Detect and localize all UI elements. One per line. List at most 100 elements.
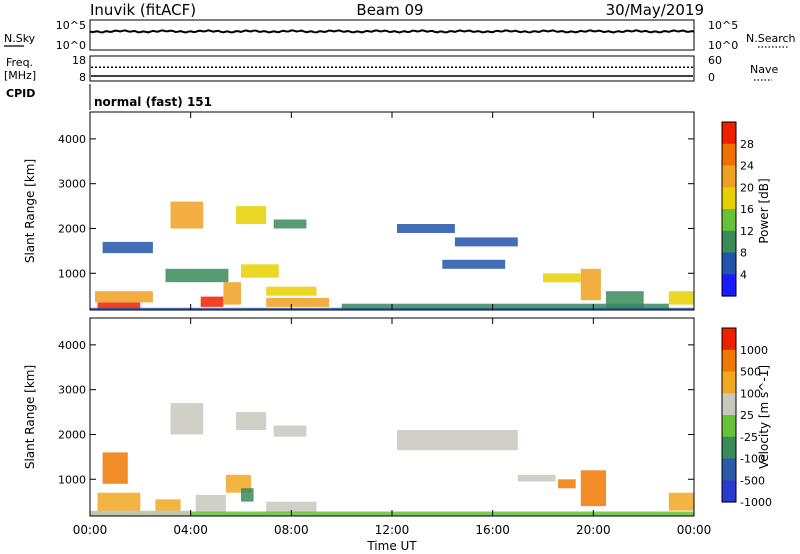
power-ytick-label: 1000: [58, 267, 86, 280]
velocity-colorbar-tick: 1000: [740, 344, 768, 357]
velocity-patch: [97, 492, 141, 516]
power-colorbar-frame: [721, 121, 737, 297]
velocity-patch: [397, 430, 518, 451]
power-patch: [543, 273, 581, 283]
power-ytick-label: 4000: [58, 133, 86, 146]
station-title: Inuvik (fitACF): [90, 1, 196, 19]
frequency-panel-frame: [89, 55, 695, 82]
power-patch: [580, 268, 601, 301]
x-axis-ticks: 00:00 04:00 08:00 12:00 16:00 20:00 00:00: [73, 112, 712, 537]
power-colorbar-tick: 12: [740, 225, 754, 238]
power-colorbar-segment: [722, 122, 736, 145]
power-colorbar-label: Power [dB]: [757, 178, 771, 243]
velocity-ytick-label: 4000: [58, 339, 86, 352]
power-colorbar-segment: [722, 209, 736, 232]
power-patch: [273, 219, 307, 229]
noise-panel-frame: [89, 19, 695, 51]
velocity-colorbar-segment: [722, 349, 736, 373]
power-patch: [668, 291, 694, 305]
x-tick-label: 00:00: [677, 523, 712, 537]
velocity-colorbar-tick: -1000: [740, 496, 772, 509]
velocity-patch: [558, 479, 576, 489]
noise-right-tick-bottom: 10^0: [708, 39, 738, 52]
power-colorbar-segment: [722, 165, 736, 188]
noise-left-tick-bottom: 10^0: [56, 39, 86, 52]
power-colorbar-tick: 28: [740, 138, 754, 151]
power-panel: 1000 2000 3000 4000 Slant Range [km] 4 8 12 16…: [23, 111, 771, 311]
velocity-colorbar-segment: [722, 415, 736, 438]
velocity-y-ticks: 1000 2000 3000 4000: [58, 339, 694, 486]
power-patch: [341, 303, 669, 310]
power-patch: [165, 268, 229, 283]
power-patch: [102, 241, 153, 254]
noise-panel: N.Sky 10^5 10^0 10^5 10^0 N.Search: [4, 19, 796, 52]
frequency-panel: Freq. [MHz] 18 8 60 0 Nave: [4, 54, 778, 84]
velocity-colorbar-frame: [721, 327, 737, 503]
nave-label: Nave: [750, 63, 778, 76]
power-patch: [454, 237, 518, 247]
x-tick-label: 20:00: [576, 523, 611, 537]
velocity-panel: 1000 2000 3000 4000 Slant Range [km] 1000 50…: [23, 317, 772, 517]
nave-right-tick-top: 60: [708, 54, 722, 67]
velocity-colorbar: 1000 500 100 25 -25 -100 -500 -1000: [721, 327, 772, 509]
power-colorbar-segment: [722, 252, 736, 275]
power-colorbar-tick: 16: [740, 203, 754, 216]
velocity-patch: [668, 492, 694, 511]
noise-sky-label: N.Sky: [4, 32, 36, 45]
noise-right-tick-top: 10^5: [708, 19, 738, 32]
power-colorbar-segment: [722, 187, 736, 210]
power-ytick-label: 3000: [58, 178, 86, 191]
velocity-colorbar-segment: [722, 328, 736, 351]
nave-right-tick-bottom: 0: [708, 71, 715, 84]
x-tick-label: 16:00: [475, 523, 510, 537]
x-tick-label: 12:00: [375, 523, 410, 537]
power-colorbar-segment: [722, 274, 736, 297]
velocity-ytick-label: 2000: [58, 428, 86, 441]
power-data-patches: [90, 201, 694, 310]
velocity-colorbar-tick: -100: [740, 453, 765, 466]
velocity-colorbar-tick: 25: [740, 409, 754, 422]
power-colorbar-segment: [722, 143, 736, 167]
velocity-colorbar-tick: -25: [740, 431, 758, 444]
freq-left-tick-top: 18: [72, 54, 86, 67]
velocity-colorbar-tick: 500: [740, 366, 761, 379]
velocity-patch: [266, 501, 317, 513]
power-colorbar-tick: 20: [740, 181, 754, 194]
power-patch: [200, 296, 224, 307]
power-patch: [236, 206, 267, 224]
power-y-ticks: 1000 2000 3000 4000: [58, 133, 694, 280]
velocity-ytick-label: 3000: [58, 384, 86, 397]
x-tick-label: 00:00: [73, 523, 108, 537]
power-patch: [97, 302, 141, 310]
power-patch: [223, 282, 241, 305]
x-axis-label: Time UT: [366, 539, 417, 553]
velocity-patch: [517, 474, 556, 482]
power-patch: [266, 286, 317, 296]
velocity-data-patches: [90, 403, 694, 516]
velocity-patch: [580, 470, 606, 507]
velocity-patch: [236, 412, 267, 430]
velocity-patch: [273, 425, 307, 437]
freq-left-tick-bottom: 8: [79, 71, 86, 84]
power-patch: [442, 259, 506, 269]
power-colorbar-segment: [722, 230, 736, 254]
velocity-colorbar-segment: [722, 393, 736, 416]
power-colorbar-tick: 8: [740, 247, 747, 260]
velocity-colorbar-segment: [722, 371, 736, 394]
velocity-colorbar-segment: [722, 458, 736, 481]
velocity-colorbar-segment: [722, 480, 736, 503]
power-patch: [95, 291, 153, 303]
freq-label-bottom: [MHz]: [4, 69, 36, 82]
cpid-text: normal (fast) 151: [94, 95, 212, 109]
velocity-patch: [195, 494, 226, 513]
velocity-patch: [241, 488, 254, 502]
noise-search-label: N.Search: [746, 32, 796, 45]
power-colorbar-tick: 24: [740, 160, 754, 173]
velocity-colorbar-segment: [722, 436, 736, 460]
velocity-patch: [102, 452, 128, 484]
power-patch: [397, 224, 455, 233]
noise-left-tick-top: 10^5: [56, 19, 86, 32]
cpid-label: CPID: [6, 87, 35, 100]
x-tick-label: 04:00: [173, 523, 208, 537]
